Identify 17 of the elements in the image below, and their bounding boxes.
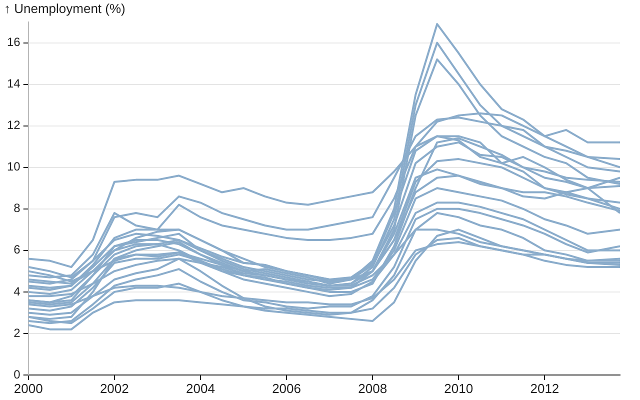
y-tick-label: 8 bbox=[14, 201, 21, 216]
x-tick-label: 2004 bbox=[186, 381, 215, 396]
x-tick-label: 2010 bbox=[444, 381, 474, 396]
y-tick-label: 16 bbox=[6, 35, 21, 50]
x-tick-label: 2000 bbox=[14, 381, 43, 396]
x-tick-label: 2008 bbox=[358, 381, 388, 396]
x-tick-label: 2006 bbox=[272, 381, 301, 396]
y-tick-label: 2 bbox=[14, 326, 21, 340]
x-tick-label: 2002 bbox=[100, 381, 129, 396]
y-tick-label: 6 bbox=[14, 242, 21, 257]
y-tick-label: 10 bbox=[6, 160, 21, 174]
y-tick-label: 4 bbox=[14, 284, 21, 298]
y-tick-label: 14 bbox=[6, 76, 21, 91]
y-axis-title: ↑ Unemployment (%) bbox=[4, 1, 126, 16]
y-tick-label: 0 bbox=[14, 367, 21, 382]
x-tick-label: 2012 bbox=[530, 381, 560, 396]
y-tick-label: 12 bbox=[6, 118, 21, 132]
